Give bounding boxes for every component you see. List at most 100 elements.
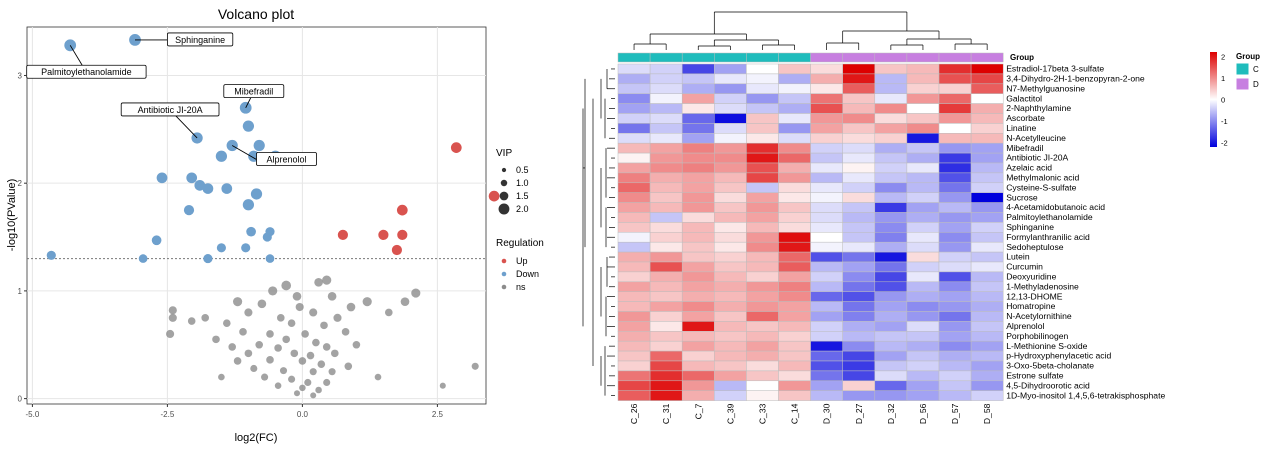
heatmap-cell (906, 123, 940, 134)
heatmap-column-label: D_27 (854, 403, 864, 424)
heatmap-cell (746, 370, 779, 382)
volcano-point-up (450, 142, 462, 153)
heatmap-cell (681, 360, 715, 372)
volcano-point-ns (228, 343, 236, 351)
heatmap-cell (778, 93, 811, 104)
volcano-point-ns (279, 367, 288, 375)
volcano-point-up (378, 229, 389, 240)
annotation-label: Antibiotic JI-20A (138, 105, 203, 115)
heatmap-cell (778, 331, 811, 342)
heatmap-cell (842, 350, 876, 362)
heatmap-cell (970, 321, 1004, 332)
heatmap-cell (649, 63, 683, 75)
group-legend-label: C (1253, 65, 1259, 74)
heatmap-cell (714, 172, 747, 184)
heatmap-cell (810, 123, 843, 134)
heatmap-cell (970, 133, 1004, 144)
heatmap-cell (617, 123, 651, 134)
heatmap-cell (810, 113, 843, 124)
volcano-point-ns (295, 302, 304, 312)
heatmap-cell (649, 162, 683, 174)
heatmap-cell (938, 380, 972, 391)
heatmap-cell (746, 63, 779, 75)
heatmap-column-label: C_39 (725, 403, 735, 424)
heatmap-cell (714, 63, 747, 75)
heatmap-cell (810, 251, 843, 263)
y-tick-label: 1 (18, 287, 23, 296)
heatmap-column-label: C_31 (661, 403, 671, 424)
heatmap-column-label: D_57 (950, 403, 960, 424)
heatmap-cell (970, 172, 1004, 184)
heatmap-cell (649, 202, 683, 213)
heatmap-row-label: Alprenolol (1006, 321, 1044, 331)
heatmap-cell (778, 192, 811, 203)
heatmap-cell (617, 380, 651, 391)
heatmap-cell (842, 133, 876, 144)
heatmap-cell (714, 380, 747, 391)
heatmap-cell (649, 222, 683, 233)
heatmap-cell (842, 162, 876, 174)
color-scale-tick-label: -1 (1221, 117, 1228, 126)
heatmap-cell (938, 103, 972, 114)
heatmap-cell (842, 271, 876, 283)
heatmap-cell (874, 222, 908, 233)
heatmap-cell (874, 331, 908, 342)
heatmap-cell (810, 162, 843, 174)
heatmap-cell (649, 360, 683, 372)
volcano-point-ns (320, 321, 328, 330)
heatmap-cell (842, 360, 876, 372)
heatmap-cell (874, 113, 908, 124)
heatmap-cell (810, 202, 843, 213)
heatmap-cell (649, 370, 683, 382)
heatmap-cell (810, 311, 843, 322)
volcano-point-ns (239, 328, 247, 336)
heatmap-cell (778, 241, 811, 253)
regulation-legend-label: Down (516, 269, 539, 279)
heatmap-cell (970, 350, 1004, 362)
volcano-point-ns (168, 313, 177, 322)
regulation-legend-dot (501, 284, 507, 290)
heatmap-cell (938, 133, 972, 144)
heatmap-cell (681, 192, 715, 203)
volcano-point-ns (298, 357, 307, 365)
heatmap-cell (906, 172, 940, 184)
heatmap-cell (617, 93, 651, 104)
heatmap-cell (714, 113, 747, 124)
heatmap-cell (906, 370, 940, 382)
heatmap-cell (714, 182, 747, 193)
volcano-title: Volcano plot (218, 6, 294, 22)
heatmap-cell (810, 271, 843, 283)
volcano-point-down (241, 243, 251, 253)
heatmap-cell (938, 93, 972, 104)
heatmap-cell (714, 73, 747, 85)
heatmap-cell (649, 261, 683, 273)
heatmap-cell (778, 271, 811, 283)
heatmap-cell (842, 212, 876, 223)
heatmap-cell (938, 251, 972, 263)
heatmap-cell (938, 232, 972, 243)
heatmap-row-labels: Estradiol-17beta 3-sulfate3,4-Dihydro-2H… (1006, 64, 1165, 401)
heatmap-row-label: Curcumin (1006, 262, 1043, 272)
heatmap-cell (906, 350, 940, 362)
heatmap-cell (842, 370, 876, 382)
heatmap-cell (617, 321, 651, 332)
heatmap-cell (778, 222, 811, 233)
heatmap-row-label: N-Acetylleucine (1006, 133, 1066, 143)
group-bar-cell-c (714, 52, 747, 63)
heatmap-cell (617, 340, 651, 352)
regulation-legend: Up Down ns (501, 256, 539, 292)
x-tick-label: 2.5 (432, 410, 444, 419)
heatmap-cell (778, 123, 811, 134)
volcano-point-down (216, 243, 226, 253)
heatmap-cell (746, 261, 779, 273)
heatmap-cell (938, 202, 972, 213)
heatmap-cell (970, 73, 1004, 85)
heatmap-cell (842, 63, 876, 75)
heatmap-cell (746, 360, 779, 372)
heatmap-cell (970, 380, 1004, 391)
heatmap-cell (970, 232, 1004, 243)
heatmap-cell (970, 301, 1004, 312)
heatmap-cell (617, 192, 651, 203)
heatmap-cell (842, 281, 876, 292)
heatmap-row-label: 12,13-DHOME (1006, 291, 1063, 301)
